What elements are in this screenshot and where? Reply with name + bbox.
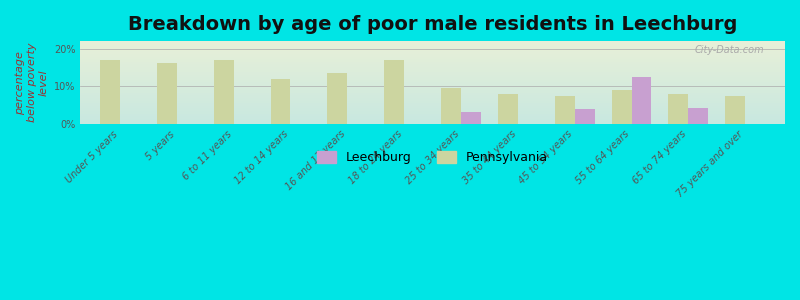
Bar	[498, 94, 518, 124]
Bar	[726, 96, 746, 124]
Bar	[669, 94, 688, 124]
Bar	[157, 63, 177, 124]
Bar	[574, 109, 594, 124]
Bar	[214, 60, 234, 124]
Text: City-Data.com: City-Data.com	[694, 45, 764, 55]
Bar	[100, 60, 120, 124]
Title: Breakdown by age of poor male residents in Leechburg: Breakdown by age of poor male residents …	[128, 15, 738, 34]
Bar	[441, 88, 461, 124]
Y-axis label: percentage
below poverty
level: percentage below poverty level	[15, 43, 48, 122]
Bar	[461, 112, 481, 124]
Bar	[384, 60, 404, 124]
Bar	[612, 90, 631, 124]
Legend: Leechburg, Pennsylvania: Leechburg, Pennsylvania	[312, 146, 553, 169]
Bar	[270, 79, 290, 124]
Bar	[554, 96, 574, 124]
Bar	[688, 108, 708, 124]
Bar	[631, 77, 651, 124]
Bar	[327, 73, 347, 124]
